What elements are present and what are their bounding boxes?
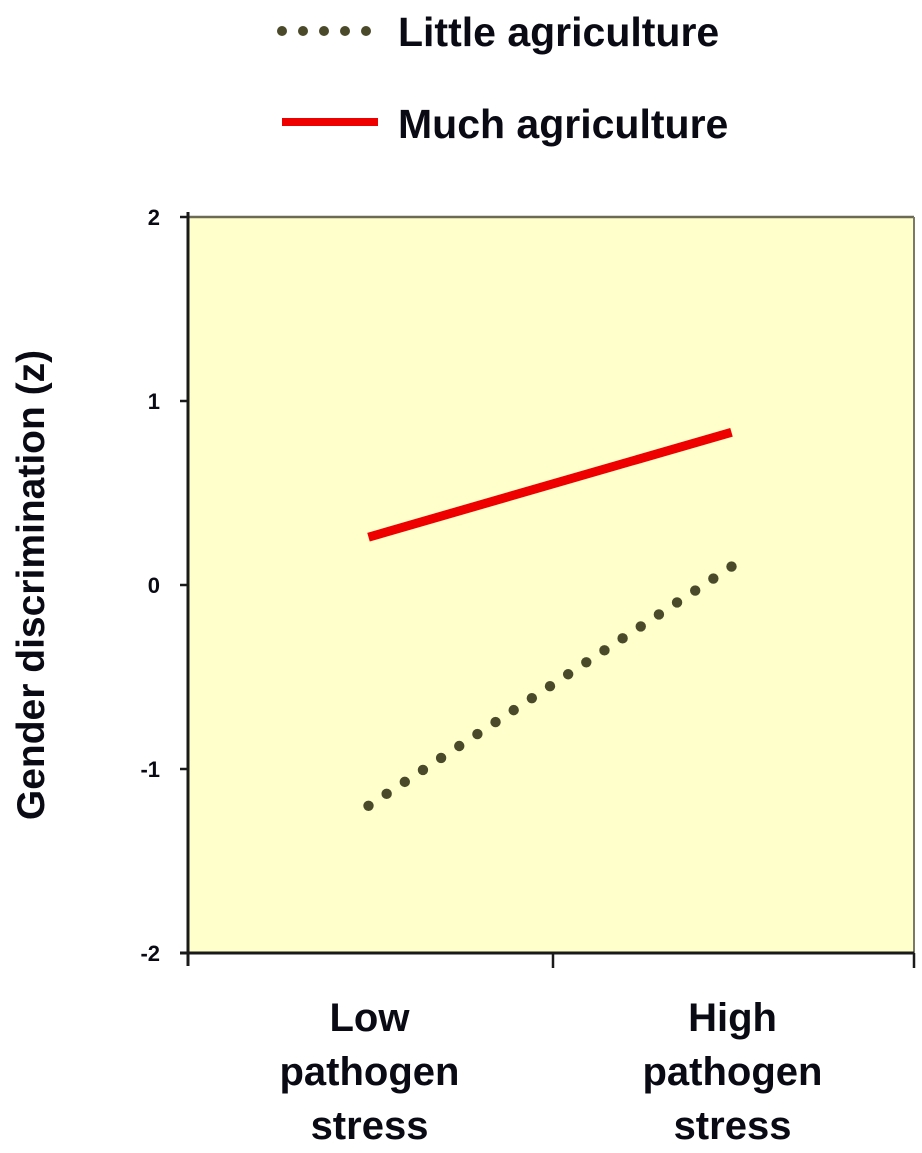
x-category-label: Low pathogen stress — [280, 996, 460, 1148]
series-dot — [435, 752, 447, 764]
series-dot — [508, 704, 519, 716]
legend-item-much-agriculture: Much agriculture — [282, 101, 728, 147]
series-layer — [363, 427, 737, 811]
series-dot — [363, 800, 374, 811]
legend-dot — [298, 26, 308, 36]
series-dot — [472, 728, 483, 740]
series-dot — [708, 573, 719, 584]
series-dot — [617, 633, 628, 644]
series-dot — [726, 561, 737, 572]
legend-label: Little agriculture — [398, 9, 719, 55]
series-dot — [599, 645, 610, 656]
legend: Little agriculture Much agriculture — [277, 9, 728, 147]
plot-area — [188, 217, 914, 953]
series-dot — [671, 597, 683, 608]
series-dot — [399, 776, 410, 788]
y-tick-label: 0 — [148, 573, 160, 598]
y-axis-title: Gender discrimination (z) — [10, 350, 53, 820]
x-category-label: High pathogen stress — [643, 996, 823, 1148]
series-dot — [381, 788, 392, 800]
series-dot — [581, 657, 592, 668]
series-dot — [526, 692, 538, 704]
legend-item-little-agriculture: Little agriculture — [277, 9, 719, 55]
series-dot — [653, 609, 665, 620]
y-tick-label: -1 — [140, 757, 160, 782]
series-much-agriculture — [367, 427, 733, 542]
series-dot — [690, 585, 701, 596]
legend-dot — [340, 26, 350, 36]
series-line — [367, 427, 733, 542]
y-tick-label: -2 — [140, 941, 160, 966]
legend-dot — [361, 26, 371, 36]
y-tick-label: 2 — [148, 205, 160, 230]
x-category-labels: Low pathogen stress High pathogen stress — [280, 996, 823, 1148]
series-little-agriculture — [363, 561, 737, 811]
series-dot — [544, 681, 556, 692]
series-dot — [490, 716, 501, 728]
legend-dot — [277, 26, 287, 36]
series-dot — [454, 740, 465, 752]
series-dot — [417, 764, 429, 776]
legend-label: Much agriculture — [398, 101, 728, 147]
x-axis — [180, 951, 916, 968]
dotted-line-swatch-icon — [277, 26, 371, 36]
legend-dot — [319, 26, 329, 36]
y-axis: 2 1 0 -1 -2 — [140, 205, 190, 966]
series-dot — [562, 669, 574, 680]
y-tick-label: 1 — [148, 389, 160, 414]
series-dot — [635, 621, 646, 632]
y-ticks: 2 1 0 -1 -2 — [140, 205, 188, 966]
